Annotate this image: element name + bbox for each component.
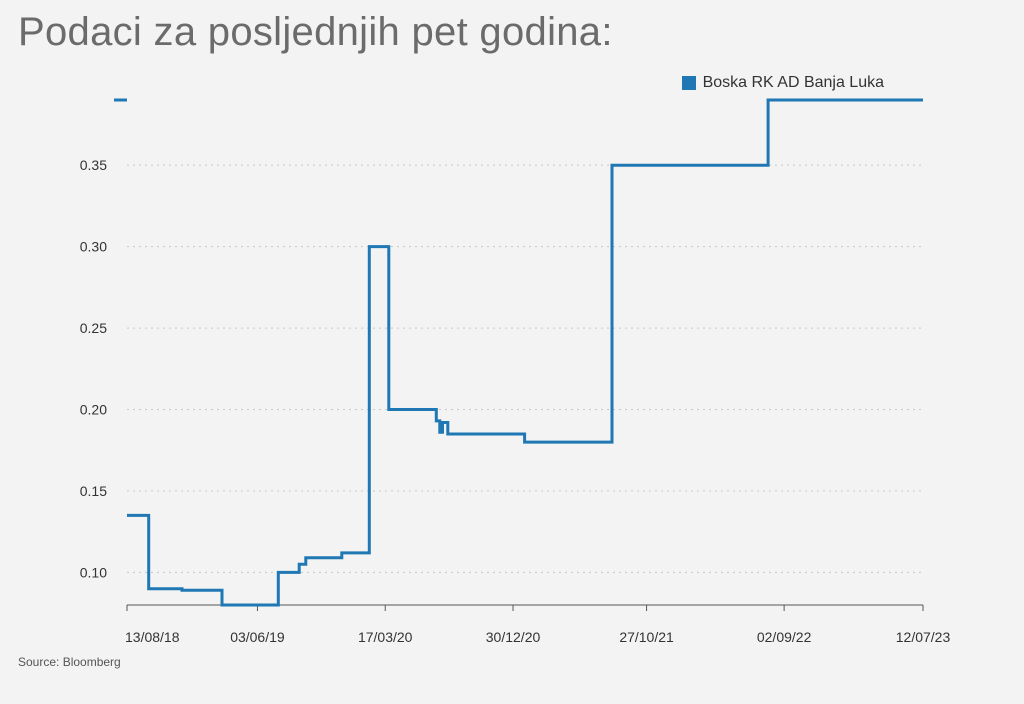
legend-label: Boska RK AD Banja Luka bbox=[702, 74, 884, 91]
x-tick-label: 03/06/19 bbox=[230, 629, 285, 645]
y-tick-label: 0.15 bbox=[80, 483, 107, 499]
series-line bbox=[127, 98, 923, 607]
y-tick-label: 0.35 bbox=[80, 157, 107, 173]
chart-title: Podaci za posljednjih pet godina: bbox=[18, 10, 613, 54]
legend: Boska RK AD Banja Luka bbox=[681, 74, 884, 92]
x-tick-label: 13/08/18 bbox=[125, 629, 180, 645]
y-tick-label: 0.10 bbox=[80, 564, 107, 580]
y-tick-label: 0.20 bbox=[80, 402, 107, 418]
x-tick-label: 27/10/21 bbox=[619, 629, 674, 645]
x-tick-label: 17/03/20 bbox=[358, 629, 413, 645]
x-tick-label: 02/09/22 bbox=[757, 629, 812, 645]
x-tick-label: 30/12/20 bbox=[486, 629, 541, 645]
y-tick-label: 0.25 bbox=[80, 320, 107, 336]
legend-swatch bbox=[681, 76, 696, 90]
x-tick-label: 12/07/23 bbox=[896, 629, 951, 645]
source-note: Source: Bloomberg bbox=[18, 655, 121, 669]
y-tick-label: 0.30 bbox=[80, 239, 107, 255]
